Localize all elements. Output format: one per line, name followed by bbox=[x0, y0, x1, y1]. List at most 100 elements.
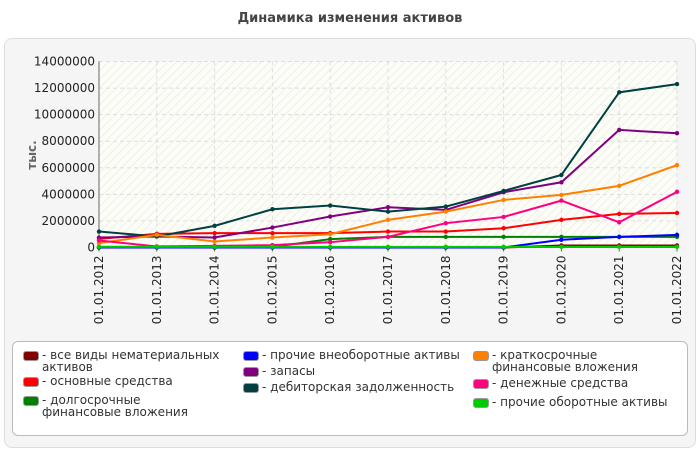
data-point bbox=[501, 234, 506, 240]
data-point bbox=[501, 188, 506, 194]
data-point bbox=[501, 197, 506, 203]
data-point bbox=[270, 225, 275, 230]
data-point bbox=[443, 234, 448, 240]
legend-swatch bbox=[23, 377, 39, 387]
data-point bbox=[154, 232, 159, 238]
y-tick-label: 8000000 bbox=[42, 134, 95, 148]
legend-item[interactable]: - прочие внеоборотные активы bbox=[243, 349, 473, 361]
data-point bbox=[328, 236, 333, 242]
data-point bbox=[674, 81, 680, 87]
legend-swatch bbox=[473, 379, 489, 389]
legend-swatch bbox=[243, 383, 259, 393]
data-point bbox=[212, 235, 217, 240]
chart-title: Динамика изменения активов bbox=[237, 11, 463, 26]
data-point bbox=[443, 244, 448, 250]
data-point bbox=[270, 230, 275, 236]
y-tick-label: 12000000 bbox=[34, 81, 95, 95]
data-point bbox=[617, 234, 622, 240]
data-point bbox=[270, 207, 275, 212]
legend-label: - основные средства bbox=[42, 374, 173, 388]
legend-label: - прочие внеоборотные активы bbox=[262, 348, 460, 362]
legend: - все виды нематериальных активов - основ… bbox=[12, 341, 688, 436]
data-point bbox=[328, 244, 333, 250]
legend-item[interactable]: - основные средства bbox=[23, 375, 223, 387]
y-tick-label: 0 bbox=[87, 241, 95, 255]
data-point bbox=[674, 162, 680, 168]
data-point bbox=[385, 217, 391, 223]
data-point bbox=[501, 244, 506, 250]
data-point bbox=[617, 220, 622, 225]
data-point bbox=[328, 203, 333, 208]
legend-label: - дебиторская задолженность bbox=[262, 380, 455, 394]
legend-item[interactable]: - дебиторская задолженность bbox=[243, 381, 473, 393]
data-point bbox=[385, 229, 391, 234]
data-point bbox=[328, 239, 333, 245]
data-point bbox=[674, 232, 680, 238]
x-tick-label: 01.01.2014 bbox=[208, 256, 222, 325]
data-point bbox=[617, 90, 622, 95]
y-tick-label: 10000000 bbox=[34, 108, 95, 122]
data-point bbox=[559, 172, 564, 178]
data-point bbox=[559, 192, 564, 198]
data-point bbox=[96, 229, 102, 234]
x-tick-label: 01.01.2019 bbox=[497, 255, 511, 324]
data-point bbox=[501, 226, 506, 231]
data-point bbox=[385, 244, 391, 250]
data-point bbox=[212, 244, 217, 250]
legend-swatch bbox=[473, 351, 489, 361]
legend-item[interactable]: - денежные средства bbox=[473, 377, 673, 389]
legend-item[interactable]: - долгосрочные финансовые вложения bbox=[23, 394, 223, 418]
data-point bbox=[617, 244, 622, 250]
x-tick-label: 01.01.2022 bbox=[670, 256, 684, 325]
legend-swatch bbox=[23, 351, 39, 361]
x-tick-label: 01.01.2017 bbox=[381, 256, 395, 325]
y-axis-label: тыс. bbox=[25, 140, 39, 169]
x-tick-label: 01.01.2016 bbox=[323, 256, 337, 325]
data-point bbox=[212, 230, 217, 236]
data-point bbox=[559, 198, 564, 203]
legend-item[interactable]: - запасы bbox=[243, 365, 473, 377]
legend-swatch bbox=[243, 367, 259, 377]
data-point bbox=[443, 220, 448, 226]
data-point bbox=[443, 209, 448, 214]
data-point bbox=[674, 131, 680, 136]
data-point bbox=[270, 235, 275, 240]
data-point bbox=[674, 189, 680, 195]
data-point bbox=[96, 238, 102, 243]
y-tick-label: 4000000 bbox=[42, 187, 95, 201]
x-tick-label: 01.01.2021 bbox=[612, 256, 626, 325]
data-point bbox=[443, 204, 448, 209]
data-point bbox=[212, 223, 217, 229]
data-point bbox=[270, 244, 275, 250]
data-point bbox=[501, 214, 506, 220]
data-point bbox=[328, 214, 333, 219]
x-tick-label: 01.01.2012 bbox=[92, 256, 106, 325]
data-point bbox=[385, 205, 391, 210]
data-point bbox=[617, 127, 622, 133]
legend-item[interactable]: - прочие оборотные активы bbox=[473, 396, 673, 408]
legend-label: - прочие оборотные активы bbox=[492, 395, 668, 409]
data-point bbox=[617, 183, 622, 189]
y-tick-label: 14000000 bbox=[34, 55, 95, 69]
legend-label: - денежные средства bbox=[492, 376, 629, 390]
data-point bbox=[96, 244, 102, 250]
data-point bbox=[617, 211, 622, 217]
x-tick-label: 01.01.2013 bbox=[150, 256, 164, 325]
data-point bbox=[328, 232, 333, 237]
data-point bbox=[154, 244, 159, 250]
chart-plot: 0 2000000 4000000 6000000 8000000 10000000 120… bbox=[25, 55, 684, 325]
data-point bbox=[385, 209, 391, 214]
x-tick-label: 01.01.2020 bbox=[554, 256, 568, 325]
legend-item[interactable]: - краткосрочные финансовые вложения bbox=[473, 349, 673, 373]
x-tick-label: 01.01.2018 bbox=[439, 256, 453, 325]
legend-item[interactable]: - все виды нематериальных активов bbox=[23, 349, 223, 373]
data-point bbox=[559, 244, 564, 250]
data-point bbox=[559, 180, 564, 185]
data-point bbox=[385, 234, 391, 240]
y-tick-label: 6000000 bbox=[42, 161, 95, 175]
legend-swatch bbox=[473, 398, 489, 408]
data-point bbox=[212, 239, 217, 244]
legend-label: - запасы bbox=[262, 364, 316, 378]
data-point bbox=[443, 229, 448, 234]
y-tick-label: 2000000 bbox=[42, 214, 95, 228]
